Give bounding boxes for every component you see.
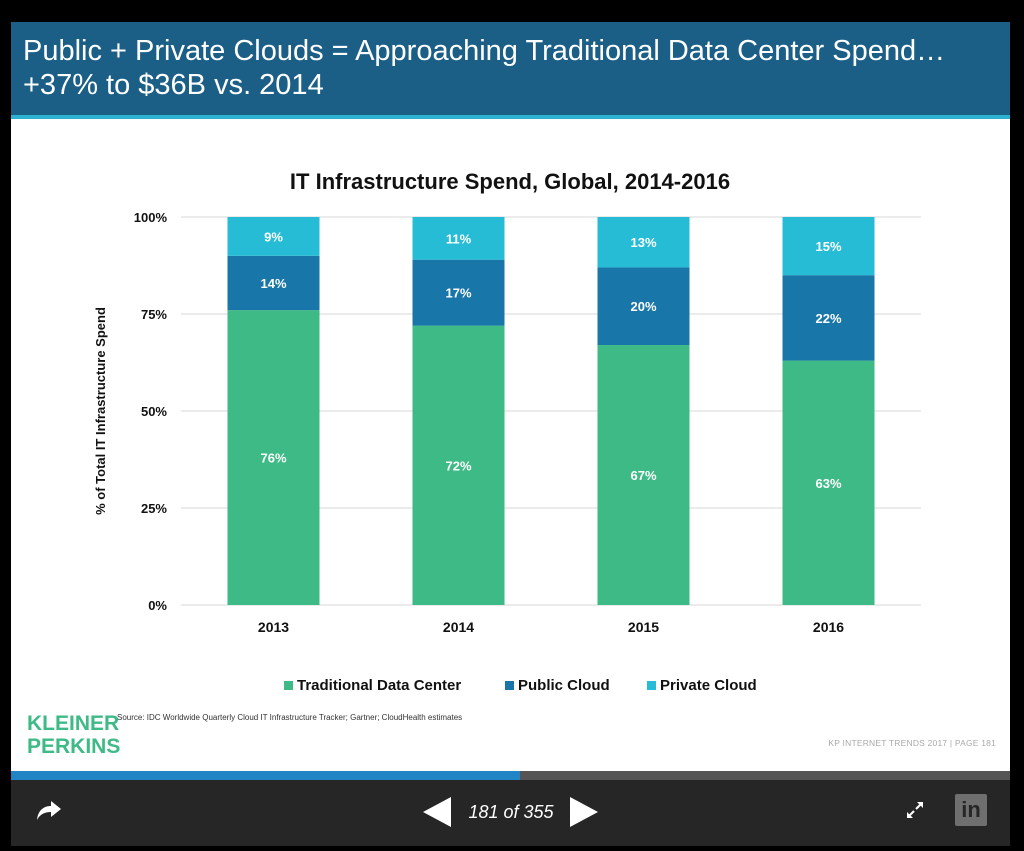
prev-arrow-icon[interactable] xyxy=(423,797,451,832)
slide-title-line1: Public + Private Clouds = Approaching Tr… xyxy=(23,35,946,67)
x-tick-label: 2015 xyxy=(628,619,659,635)
x-tick-label: 2014 xyxy=(443,619,474,635)
viewer-toolbar: 181 of 355 in xyxy=(11,780,1010,846)
chart-title: IT Infrastructure Spend, Global, 2014-20… xyxy=(290,169,730,194)
data-label: 67% xyxy=(630,468,656,483)
stacked-bar-chart: IT Infrastructure Spend, Global, 2014-20… xyxy=(93,169,921,694)
bar-segment xyxy=(227,255,320,311)
y-axis-label: % of Total IT Infrastructure Spend xyxy=(93,307,108,515)
y-tick-label: 50% xyxy=(141,404,167,419)
y-tick-label: 100% xyxy=(134,210,168,225)
bar-segment xyxy=(782,360,875,605)
bar-segment xyxy=(782,275,875,361)
chart-area: IT Infrastructure Spend, Global, 2014-20… xyxy=(11,119,1010,719)
progress-fill xyxy=(11,771,521,780)
data-label: 15% xyxy=(815,239,841,254)
logo-line2: PERKINS xyxy=(27,735,121,758)
bar-segment xyxy=(227,310,320,605)
data-label: 13% xyxy=(630,235,656,250)
bar-segment xyxy=(597,267,690,346)
slide-header: Public + Private Clouds = Approaching Tr… xyxy=(11,22,1010,115)
next-arrow-icon[interactable] xyxy=(570,797,598,832)
y-tick-label: 0% xyxy=(148,598,167,613)
bar-segment xyxy=(597,345,690,605)
legend-label: Private Cloud xyxy=(660,677,757,694)
legend-swatch xyxy=(284,681,293,690)
share-icon[interactable] xyxy=(35,798,63,827)
legend-label: Public Cloud xyxy=(518,677,610,694)
slide-viewer: Public + Private Clouds = Approaching Tr… xyxy=(11,22,1010,781)
data-label: 63% xyxy=(815,476,841,491)
data-label: 17% xyxy=(445,286,471,301)
linkedin-icon[interactable]: in xyxy=(955,794,987,826)
data-label: 14% xyxy=(260,276,286,291)
bar-segment xyxy=(412,325,505,605)
bar-segment xyxy=(597,217,690,268)
page-footer: KP INTERNET TRENDS 2017 | PAGE 181 xyxy=(828,738,996,748)
page-counter: 181 of 355 xyxy=(468,802,554,822)
slide-title-line2: +37% to $36B vs. 2014 xyxy=(23,69,324,101)
logo-line1: KLEINER xyxy=(27,712,120,735)
data-label: 9% xyxy=(264,229,283,244)
data-label: 22% xyxy=(815,311,841,326)
expand-icon[interactable] xyxy=(905,800,925,825)
legend-label: Traditional Data Center xyxy=(297,677,461,694)
data-label: 76% xyxy=(260,451,286,466)
data-label: 11% xyxy=(446,231,472,246)
header-accent-bar xyxy=(11,115,1010,119)
bar-segment xyxy=(782,217,875,276)
bar-segment xyxy=(412,259,505,326)
progress-bar[interactable] xyxy=(11,771,1010,780)
kleiner-perkins-logo: KLEINER PERKINS xyxy=(27,712,120,758)
legend-swatch xyxy=(647,681,656,690)
y-tick-label: 25% xyxy=(141,501,167,516)
y-tick-label: 75% xyxy=(141,307,167,322)
source-note: Source: IDC Worldwide Quarterly Cloud IT… xyxy=(117,713,463,722)
data-label: 20% xyxy=(630,299,656,314)
bar-segment xyxy=(227,217,320,256)
x-tick-label: 2016 xyxy=(813,619,844,635)
bar-segment xyxy=(412,217,505,260)
data-label: 72% xyxy=(445,458,471,473)
x-tick-label: 2013 xyxy=(258,619,289,635)
legend-swatch xyxy=(505,681,514,690)
